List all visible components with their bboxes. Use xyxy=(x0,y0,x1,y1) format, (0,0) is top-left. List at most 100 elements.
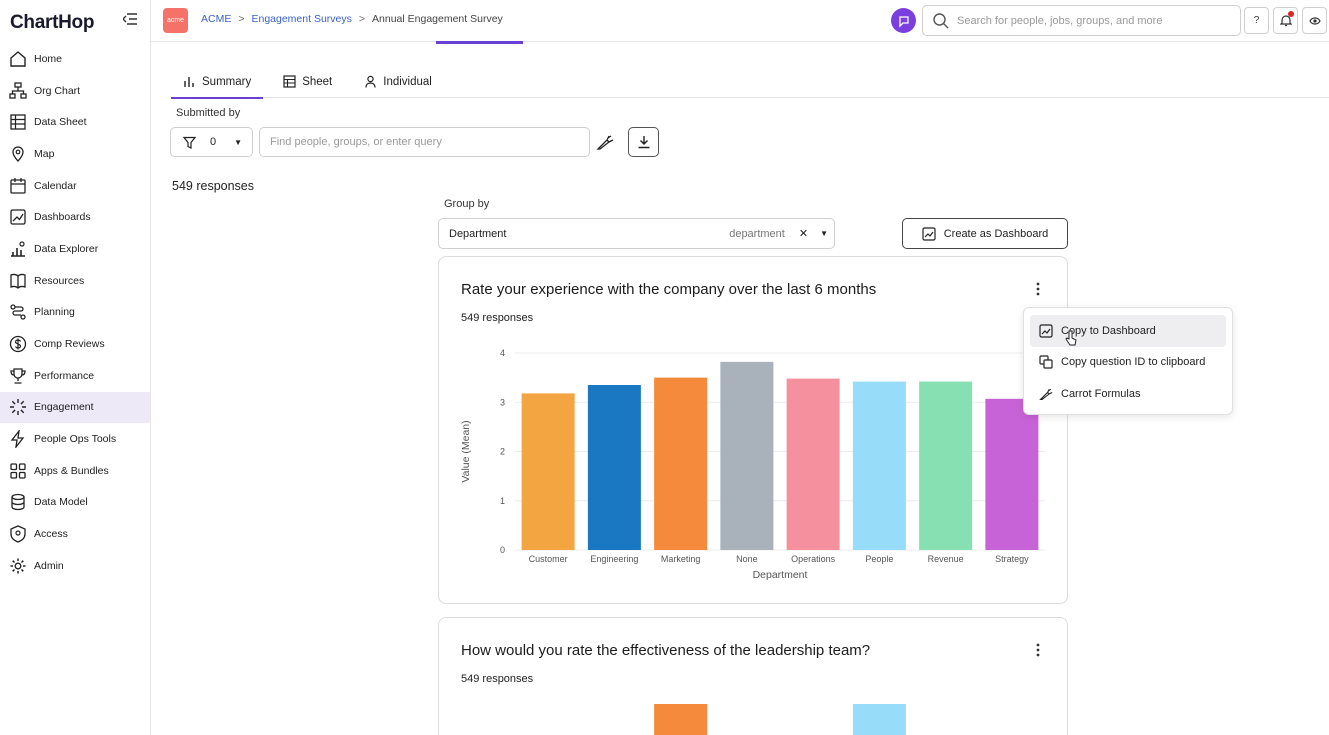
bar-operations[interactable] xyxy=(786,378,840,550)
sidebar-item-label: Calendar xyxy=(34,179,77,192)
sidebar-item-label: Dashboards xyxy=(34,211,91,224)
sidebar-item-label: People Ops Tools xyxy=(34,433,117,446)
sidebar-item-resources[interactable]: Resources xyxy=(0,265,150,297)
sidebar-item-label: Data Explorer xyxy=(34,242,99,255)
sidebar-item-label: Access xyxy=(34,528,68,541)
bar-marketing[interactable] xyxy=(654,704,708,735)
sidebar-item-org-chart[interactable]: Org Chart xyxy=(0,75,150,107)
sidebar-item-label: Planning xyxy=(34,306,75,319)
sidebar-item-comp-reviews[interactable]: Comp Reviews xyxy=(0,328,150,360)
help-button[interactable]: ? xyxy=(1244,7,1269,34)
book-icon xyxy=(10,273,26,289)
bar-none[interactable] xyxy=(720,361,774,550)
menu-item-label: Copy to Dashboard xyxy=(1061,324,1156,337)
tab-sheet-label: Sheet xyxy=(302,75,333,88)
sidebar-item-map[interactable]: Map xyxy=(0,138,150,170)
more-options-icon[interactable] xyxy=(1031,642,1045,658)
bar-people[interactable] xyxy=(852,381,906,550)
y-tick-label: 0 xyxy=(500,545,505,555)
breadcrumb-separator: > xyxy=(358,13,366,25)
sidebar-item-data-sheet[interactable]: Data Sheet xyxy=(0,106,150,138)
filter-button[interactable]: 0 ▼ xyxy=(170,127,253,157)
search-input[interactable] xyxy=(957,14,1227,27)
download-button[interactable] xyxy=(628,127,659,157)
clear-icon[interactable]: ✕ xyxy=(798,228,809,240)
sidebar-item-dashboards[interactable]: Dashboards xyxy=(0,201,150,233)
database-icon xyxy=(11,494,25,511)
breadcrumb-current: Annual Engagement Survey xyxy=(372,13,503,25)
breadcrumb-engagement-surveys[interactable]: Engagement Surveys xyxy=(251,13,352,25)
collapse-sidebar-icon[interactable] xyxy=(123,13,137,25)
x-tick-label: People xyxy=(865,554,893,564)
menu-item-label: Copy question ID to clipboard xyxy=(1061,356,1206,369)
org-logo[interactable]: acme xyxy=(163,8,188,33)
filter-count: 0 xyxy=(210,136,217,148)
question-card: Rate your experience with the company ov… xyxy=(438,256,1068,604)
lightning-icon xyxy=(10,430,25,449)
global-search[interactable] xyxy=(922,5,1241,36)
question-responses: 549 responses xyxy=(461,312,534,324)
bar-revenue[interactable] xyxy=(919,381,973,550)
assistant-icon xyxy=(898,15,909,28)
sidebar-item-admin[interactable]: Admin xyxy=(0,550,150,582)
caret-down-icon[interactable]: ▼ xyxy=(820,229,828,238)
charthop-logo[interactable]: ChartHop xyxy=(10,8,94,38)
notifications-button[interactable] xyxy=(1273,7,1298,34)
sidebar-item-data-explorer[interactable]: Data Explorer xyxy=(0,233,150,265)
survey-tabs: Summary Sheet Individual xyxy=(171,66,1329,99)
sidebar-item-label: Admin xyxy=(34,559,64,572)
view-as-button[interactable] xyxy=(1302,7,1327,34)
create-dashboard-label: Create as Dashboard xyxy=(943,227,1049,240)
sidebar-item-planning[interactable]: Planning xyxy=(0,297,150,329)
carrot-icon xyxy=(1039,388,1053,400)
group-by-key: department xyxy=(729,227,785,240)
bar-strategy[interactable] xyxy=(985,398,1039,550)
tab-sheet[interactable]: Sheet xyxy=(271,66,344,97)
sidebar-item-engagement[interactable]: Engagement xyxy=(0,391,150,424)
sidebar-item-label: Engagement xyxy=(34,401,94,414)
question-responses: 549 responses xyxy=(461,673,534,685)
bar-chart-icon xyxy=(184,77,194,87)
x-tick-label: None xyxy=(736,554,758,564)
menu-item-copy-to-dashboard[interactable]: Copy to Dashboard xyxy=(1030,315,1226,347)
bar-people[interactable] xyxy=(852,704,906,735)
download-icon xyxy=(638,136,649,149)
user-avatar[interactable] xyxy=(891,8,916,33)
submitted-by-label: Submitted by xyxy=(176,107,241,119)
sidebar-item-data-model[interactable]: Data Model xyxy=(0,487,150,519)
query-input[interactable] xyxy=(259,127,590,157)
sidebar-item-label: Home xyxy=(34,52,63,65)
group-by-select[interactable]: Department department ✕ ▼ xyxy=(438,218,835,249)
bar-engineering[interactable] xyxy=(587,385,641,550)
sidebar-item-apps-bundles[interactable]: Apps & Bundles xyxy=(0,455,150,487)
tab-summary-label: Summary xyxy=(202,75,252,88)
org-logo-text: acme xyxy=(166,17,185,24)
group-by-label: Group by xyxy=(444,198,490,210)
create-dashboard-button[interactable]: Create as Dashboard xyxy=(902,218,1068,249)
notification-dot xyxy=(1288,11,1294,17)
tab-summary[interactable]: Summary xyxy=(171,66,264,99)
sidebar-item-performance[interactable]: Performance xyxy=(0,360,150,392)
tab-individual[interactable]: Individual xyxy=(352,66,444,97)
bar-marketing[interactable] xyxy=(654,377,708,550)
calendar-icon xyxy=(10,177,26,194)
menu-item-carrot-formulas[interactable]: Carrot Formulas xyxy=(1030,378,1226,410)
breadcrumb-acme[interactable]: ACME xyxy=(201,13,232,25)
shield-icon xyxy=(10,525,26,543)
dashboards-icon xyxy=(10,209,26,225)
sidebar-item-home[interactable]: Home xyxy=(0,43,150,75)
sidebar-item-calendar[interactable]: Calendar xyxy=(0,170,150,202)
carrot-icon[interactable] xyxy=(596,133,614,151)
sidebar-item-people-ops-tools[interactable]: People Ops Tools xyxy=(0,423,150,455)
bar-customer[interactable] xyxy=(521,393,575,550)
dollar-icon xyxy=(9,335,27,353)
menu-item-copy-question-id[interactable]: Copy question ID to clipboard xyxy=(1030,347,1226,379)
data-sheet-icon xyxy=(10,114,26,130)
sidebar-nav: Home Org Chart Data Sheet Map Calendar Dashbo… xyxy=(0,43,150,582)
more-options-icon[interactable] xyxy=(1031,281,1045,297)
x-tick-label: Marketing xyxy=(661,554,701,564)
trophy-icon xyxy=(10,368,26,384)
sidebar-item-access[interactable]: Access xyxy=(0,518,150,550)
sidebar: ChartHop Home Org Chart Data Sheet Map Calen… xyxy=(0,0,151,735)
x-axis-label: Department xyxy=(753,569,808,581)
